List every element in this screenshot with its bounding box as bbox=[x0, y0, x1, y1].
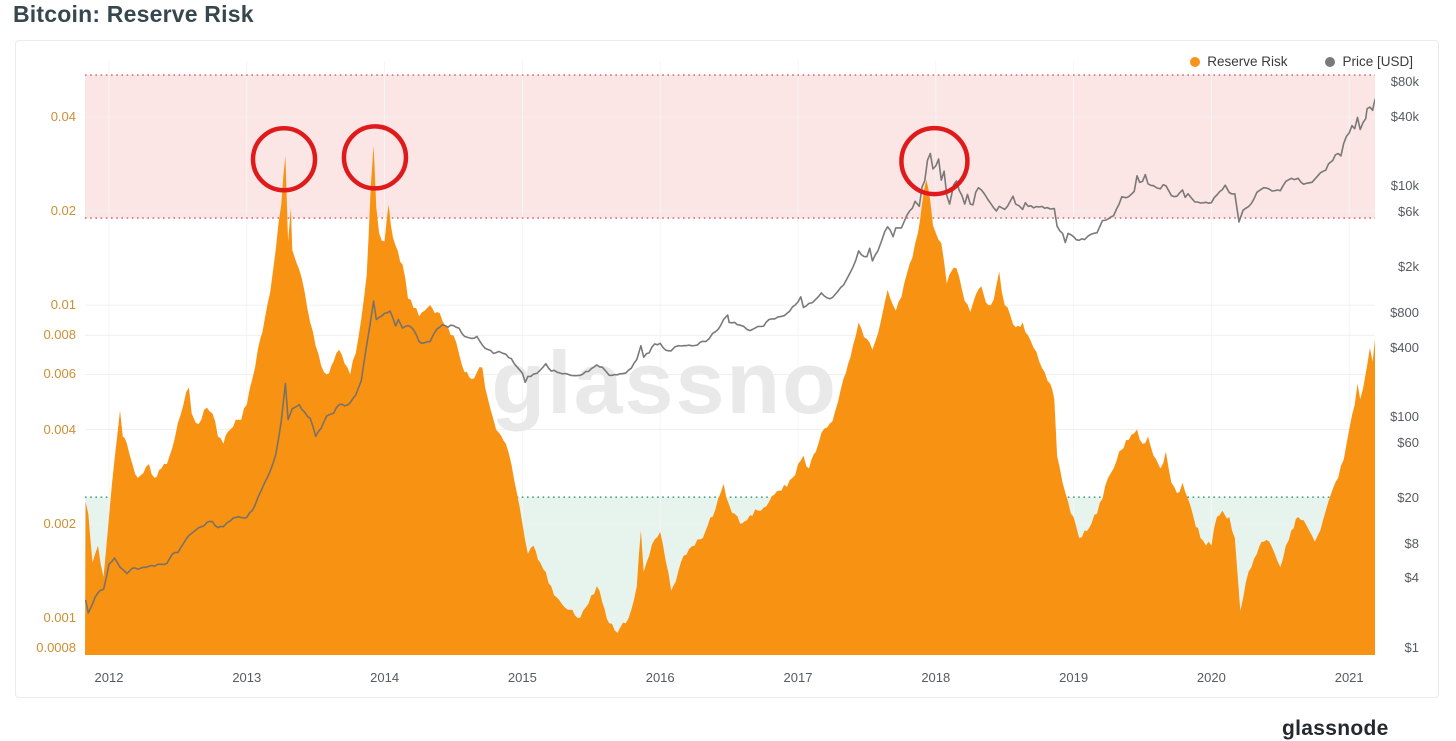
peak-annotation-circle-1 bbox=[250, 125, 318, 193]
peak-annotation-circle-3 bbox=[899, 125, 970, 197]
reserve-risk-area bbox=[85, 145, 1375, 655]
peak-annotation-circle-2 bbox=[341, 124, 409, 191]
reserve-risk-chart[interactable]: glassnode bbox=[0, 0, 1456, 726]
price-line bbox=[85, 98, 1375, 614]
plot-area[interactable]: glassnode bbox=[85, 60, 1375, 655]
red-overvalued-zone bbox=[85, 75, 1375, 219]
